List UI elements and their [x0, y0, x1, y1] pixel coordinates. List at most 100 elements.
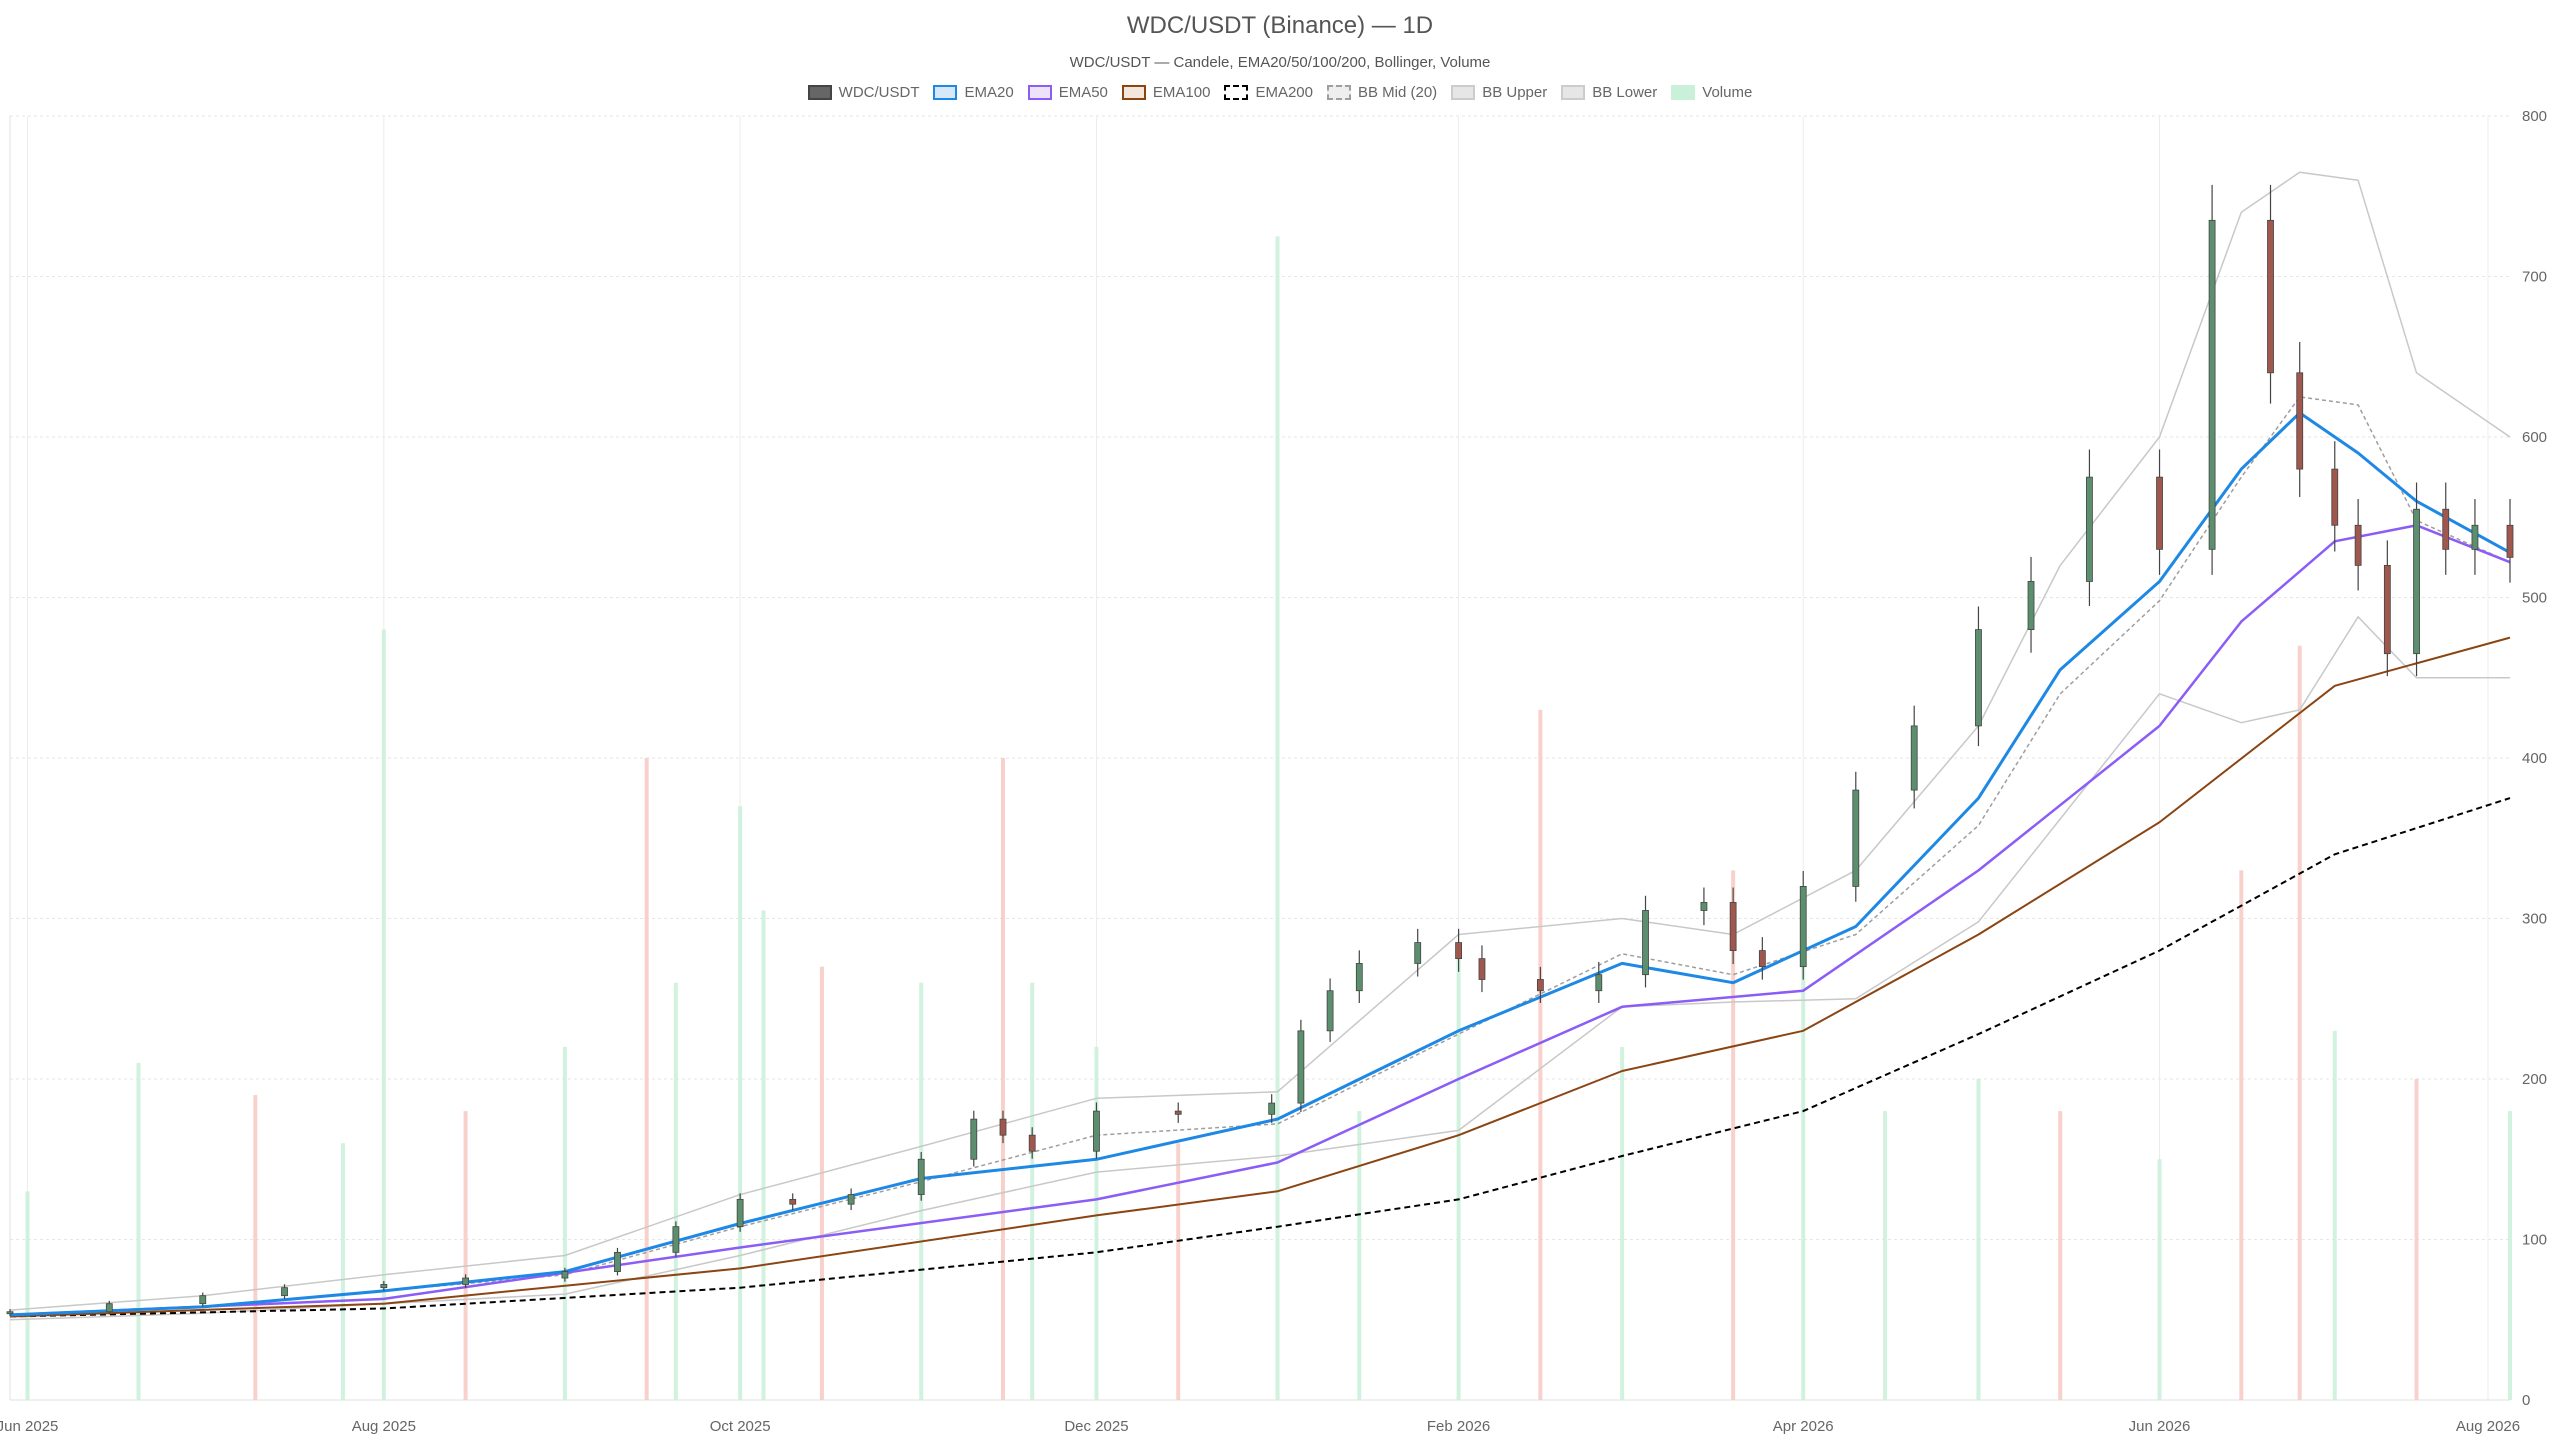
candle-body: [281, 1287, 288, 1297]
volume-bar: [463, 1111, 468, 1400]
legend-item[interactable]: EMA200: [1224, 84, 1313, 101]
candle-body: [736, 1198, 744, 1228]
x-tick-label: Oct 2025: [710, 1418, 771, 1435]
candle: [2156, 449, 2163, 575]
legend-swatch: [1451, 85, 1476, 100]
ema-layer: [9, 411, 2511, 1318]
candle-body: [2027, 581, 2035, 631]
candle-body: [970, 1118, 978, 1160]
candle: [2208, 184, 2216, 575]
candle-body: [380, 1284, 388, 1289]
candle: [1326, 978, 1334, 1042]
candle-body: [1758, 950, 1766, 968]
legend-item[interactable]: BB Upper: [1451, 84, 1547, 101]
candle-body: [2383, 565, 2391, 655]
volume-bar: [2157, 1159, 2162, 1400]
candle: [1975, 606, 1982, 747]
volume-bar: [1976, 1079, 1981, 1400]
candle-body: [1268, 1102, 1276, 1115]
legend-item[interactable]: EMA50: [1027, 84, 1108, 101]
candle: [1355, 950, 1363, 1004]
candle-body: [2506, 524, 2514, 558]
candle-body: [105, 1303, 113, 1313]
legend-item[interactable]: Volume: [1671, 84, 1752, 101]
x-tick-label: Apr 2026: [1773, 1418, 1834, 1435]
legend-item[interactable]: WDC/USDT: [807, 84, 919, 101]
candle-body: [1595, 974, 1603, 992]
volume-bar: [25, 1191, 30, 1400]
candle: [1478, 945, 1486, 993]
volume-bar: [761, 910, 766, 1400]
candle-body: [614, 1251, 621, 1272]
volume-bar: [738, 806, 743, 1400]
volume-bar: [1883, 1111, 1887, 1400]
volume-bar: [1538, 709, 1543, 1400]
candle: [2267, 184, 2274, 404]
volume-bar: [2058, 1111, 2063, 1400]
legend-label: Volume: [1702, 84, 1753, 101]
chart-title: WDC/USDT (Binance) — 1D: [1126, 12, 1434, 39]
candle: [2027, 556, 2035, 653]
volume-bar: [2414, 1079, 2419, 1400]
x-tick-label: Aug 2025: [352, 1418, 416, 1435]
candle: [1595, 961, 1603, 1004]
y-tick-label: 800: [2522, 108, 2547, 125]
y-tick-label: 500: [2522, 590, 2547, 607]
bb-mid-line: [9, 396, 2511, 1316]
legend-swatch: [1326, 85, 1351, 100]
candle-body: [2208, 219, 2216, 550]
volume-bar: [644, 758, 649, 1400]
volume-bar: [340, 1143, 345, 1400]
y-tick-label: 400: [2522, 750, 2547, 767]
volume-layer: [25, 236, 2512, 1400]
candle-body: [1642, 910, 1649, 976]
volume-bar: [1176, 1143, 1181, 1400]
candle-body: [561, 1271, 569, 1279]
candle: [561, 1267, 569, 1282]
volume-bar: [1094, 1046, 1099, 1400]
legend-item[interactable]: EMA100: [1121, 84, 1210, 101]
candle-body: [1093, 1110, 1100, 1152]
candle-body: [1700, 902, 1708, 911]
candle: [199, 1292, 207, 1307]
y-tick-label: 700: [2522, 269, 2547, 286]
volume-bar: [1801, 950, 1806, 1400]
candle: [847, 1188, 855, 1211]
candle-body: [2442, 508, 2450, 550]
x-tick-label: Jun 2026: [2129, 1418, 2191, 1435]
legend-swatch: [1121, 85, 1146, 100]
legend-item[interactable]: EMA20: [933, 84, 1014, 101]
candle: [281, 1284, 288, 1299]
candle: [105, 1300, 113, 1315]
ema50-line: [9, 524, 2511, 1317]
candle: [2086, 449, 2093, 607]
ema200-line: [9, 797, 2511, 1318]
candle-body: [2471, 524, 2479, 550]
legend-item[interactable]: BB Lower: [1561, 84, 1657, 101]
legend-swatch: [807, 85, 832, 100]
candle-body: [2156, 476, 2163, 550]
candle-body: [2296, 372, 2304, 470]
volume-bar: [1275, 236, 1280, 1400]
candle-body: [462, 1277, 470, 1285]
candle-body: [1536, 979, 1544, 992]
candle: [2354, 499, 2362, 591]
legend-swatch: [1671, 85, 1696, 100]
candle: [1700, 887, 1708, 926]
candle-body: [1028, 1134, 1036, 1152]
legend-item[interactable]: BB Mid (20): [1326, 84, 1437, 101]
volume-bar: [253, 1095, 258, 1400]
candle: [2331, 441, 2339, 552]
candle: [999, 1110, 1007, 1144]
volume-bar: [2297, 645, 2302, 1400]
volume-bar: [1456, 950, 1461, 1400]
candle-body: [1910, 725, 1918, 791]
bb-upper-line: [9, 171, 2511, 1311]
candle: [970, 1110, 978, 1167]
bollinger-layer: [9, 171, 2511, 1321]
candle: [1093, 1102, 1100, 1159]
candle: [462, 1274, 470, 1288]
volume-bar: [1357, 1111, 1362, 1400]
candle-body: [1455, 942, 1462, 960]
